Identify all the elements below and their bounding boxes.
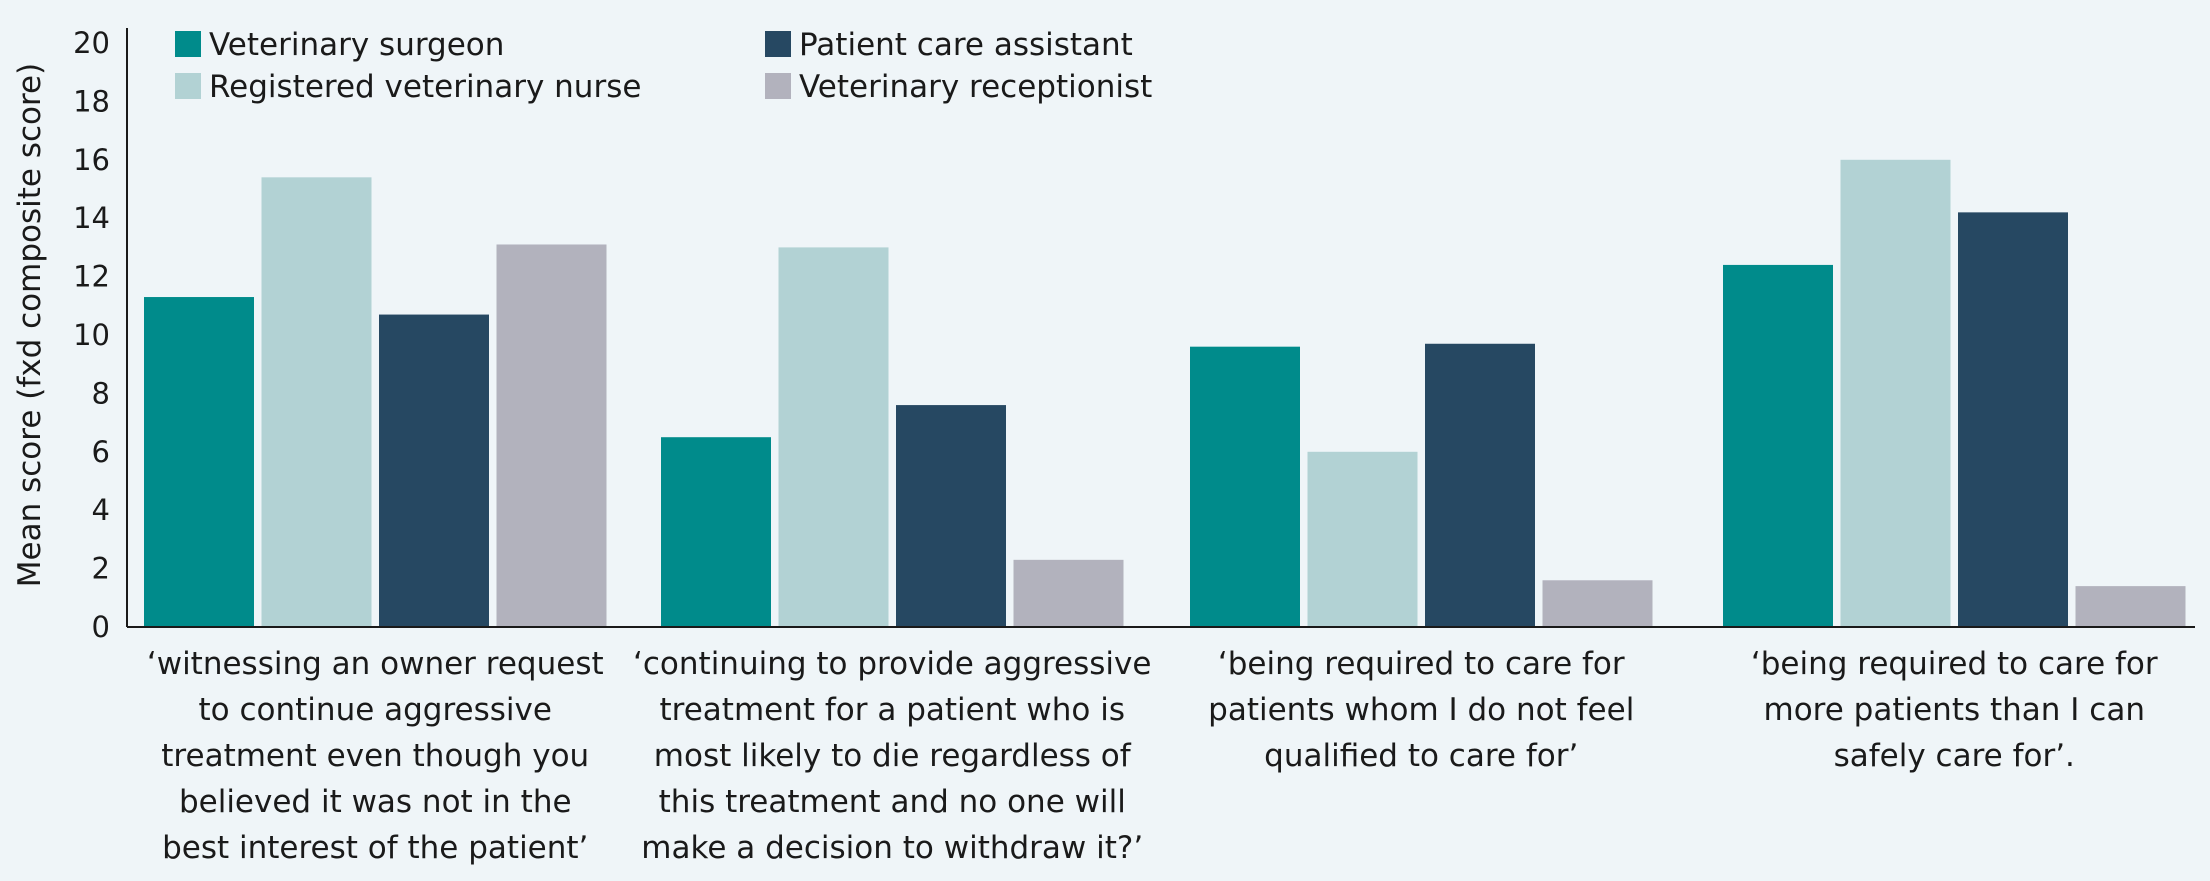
bar-registered-veterinary-nurse [1307,451,1418,627]
y-tick-label: 18 [73,84,110,118]
legend-swatch [765,73,791,99]
bar-veterinary-receptionist [1013,559,1124,627]
category-label-line: most likely to die regardless of [654,738,1132,774]
bar-registered-veterinary-nurse [1840,159,1951,628]
category-label-line: safely care for’. [1834,738,2075,774]
category-label: ‘being required to care for patients whom… [1208,646,1634,774]
category-label-line: believed it was not in the [179,784,572,820]
bar-veterinary-receptionist [1542,580,1653,627]
legend-label: Veterinary surgeon [209,27,504,63]
category-label-line: qualified to care for’ [1264,738,1578,774]
category-label-line: treatment even though you [161,738,589,774]
y-tick-label: 2 [92,552,110,586]
category-label-line: make a decision to withdraw it?’ [641,830,1143,866]
category-label-line: patients whom I do not feel [1208,692,1634,728]
category-label: ‘being required to care for more patients… [1751,646,2158,774]
y-tick-label: 20 [73,26,110,60]
category-label: ‘witnessing an owner request to continue … [147,646,604,866]
category-label-line: more patients than I can [1764,692,2145,728]
y-tick-label: 10 [73,318,110,352]
bar-patient-care-assistant [379,314,489,627]
bar-veterinary-surgeon [661,437,771,627]
legend-swatch [765,31,791,57]
category-label-line: ‘being required to care for [1218,646,1625,682]
y-tick-label: 16 [73,143,110,177]
bar-veterinary-surgeon [1723,264,1833,627]
y-tick-label: 4 [92,493,110,527]
bar-patient-care-assistant [1425,343,1535,627]
bar-registered-veterinary-nurse [261,177,372,627]
legend-swatch [175,31,201,57]
y-axis-ticks: 0 2 4 6 8 10 12 14 16 18 20 [73,26,110,644]
bars-group [144,159,2186,628]
category-label: ‘continuing to provide aggressive treatme… [633,646,1151,866]
legend-label: Registered veterinary nurse [209,69,641,105]
y-tick-label: 0 [92,610,110,644]
bar-patient-care-assistant [1958,212,2068,628]
category-label-line: ‘being required to care for [1751,646,2158,682]
category-label-line: treatment for a patient who is [660,692,1125,728]
category-label-line: this treatment and no one will [659,784,1126,820]
category-label-line: ‘witnessing an owner request [147,646,604,682]
legend-label: Patient care assistant [799,27,1133,63]
bar-veterinary-surgeon [1190,346,1300,627]
legend-label: Veterinary receptionist [799,69,1152,105]
category-label-line: ‘continuing to provide aggressive [633,646,1151,682]
y-tick-label: 6 [92,435,110,469]
category-label-line: best interest of the patient’ [162,830,588,866]
y-tick-label: 8 [92,376,110,410]
bar-veterinary-receptionist [2075,586,2186,627]
bar-veterinary-surgeon [144,297,254,627]
category-label-line: to continue aggressive [199,692,552,728]
category-labels: ‘witnessing an owner request to continue … [147,646,2158,866]
y-tick-label: 12 [73,260,110,294]
y-tick-label: 14 [73,201,110,235]
bar-veterinary-receptionist [496,244,607,628]
y-axis-title: Mean score (fxd composite score) [12,63,48,587]
bar-registered-veterinary-nurse [778,247,889,627]
legend-swatch [175,73,201,99]
legend: Veterinary surgeon Registered veterinary … [175,27,1152,105]
bar-patient-care-assistant [896,405,1006,627]
